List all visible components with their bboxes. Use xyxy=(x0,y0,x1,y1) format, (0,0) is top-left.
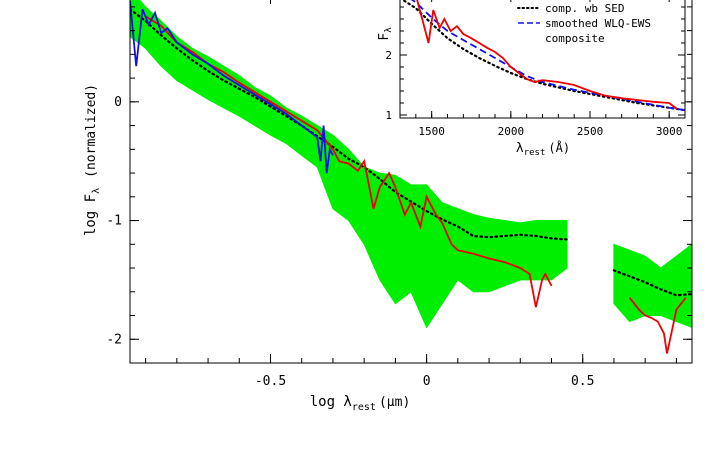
inset-x-axis-label: λrest (Å) xyxy=(516,140,570,158)
inset-x-axis-label-unit: (Å) xyxy=(548,140,570,155)
y-axis-label-sub: λ xyxy=(91,188,102,194)
inset-background xyxy=(400,0,685,118)
inset-x-axis-label-sub: rest xyxy=(524,148,546,158)
inset-y-axis-label-main: F xyxy=(377,33,392,41)
inset-y-axis-label-sub: λ xyxy=(384,27,394,33)
main-series-2-line-1 xyxy=(628,297,687,354)
inset-x-axis-label-main: λ xyxy=(516,141,524,156)
inset-plot: 1500 2000 2500 3000 1 2 comp. wb SED smoothed … xyxy=(377,0,686,158)
legend-label-0: comp. wb SED xyxy=(545,2,624,15)
main-y-tick-label: -2 xyxy=(106,332,122,347)
main-plot: -0.5 0 0.50-1-2 log λrest (μm) log Fλ(norma… xyxy=(83,0,693,413)
inset-y-axis-label: Fλ xyxy=(377,27,394,41)
inset-y-tick-label: 1 xyxy=(385,109,392,122)
main-x-tick-label: 0 xyxy=(423,374,431,389)
inset-series-2-line-0 xyxy=(416,0,678,110)
inset-x-tick-label: 2500 xyxy=(577,125,604,138)
y-axis-label-main: log F xyxy=(83,194,99,236)
main-series-2-line-0 xyxy=(145,15,553,308)
y-axis-label: log Fλ (normalized) xyxy=(83,84,102,236)
inset-x-tick-label: 3000 xyxy=(656,125,683,138)
main-x-tick-label: 0.5 xyxy=(571,374,594,389)
main-series-3-line-0 xyxy=(130,0,334,174)
main-frame xyxy=(129,0,693,364)
main-x-tick-label: -0.5 xyxy=(255,374,286,389)
inset-series-0-line-0 xyxy=(401,0,685,112)
main-y-tick-label: -1 xyxy=(106,214,122,229)
x-axis-label-sub: rest xyxy=(352,402,376,413)
legend-label-1: smoothed WLQ-EWS xyxy=(545,17,651,30)
x-axis-label-main: log λ xyxy=(310,394,352,410)
inset-y-tick-label: 2 xyxy=(385,49,392,62)
x-axis-label-unit: (μm) xyxy=(379,395,410,410)
main-series-1-line-0 xyxy=(130,8,569,241)
legend-label-2: composite xyxy=(545,32,605,45)
main-y-tick-label: 0 xyxy=(114,95,122,110)
y-axis-label-note: (normalized) xyxy=(84,84,99,178)
inset-x-tick-label: 1500 xyxy=(418,125,445,138)
x-axis-label: log λrest (μm) xyxy=(310,394,411,413)
main-series-1-line-1 xyxy=(612,269,692,297)
inset-legend: comp. wb SED smoothed WLQ-EWS composite xyxy=(517,2,651,45)
inset-x-tick-label: 2000 xyxy=(498,125,525,138)
